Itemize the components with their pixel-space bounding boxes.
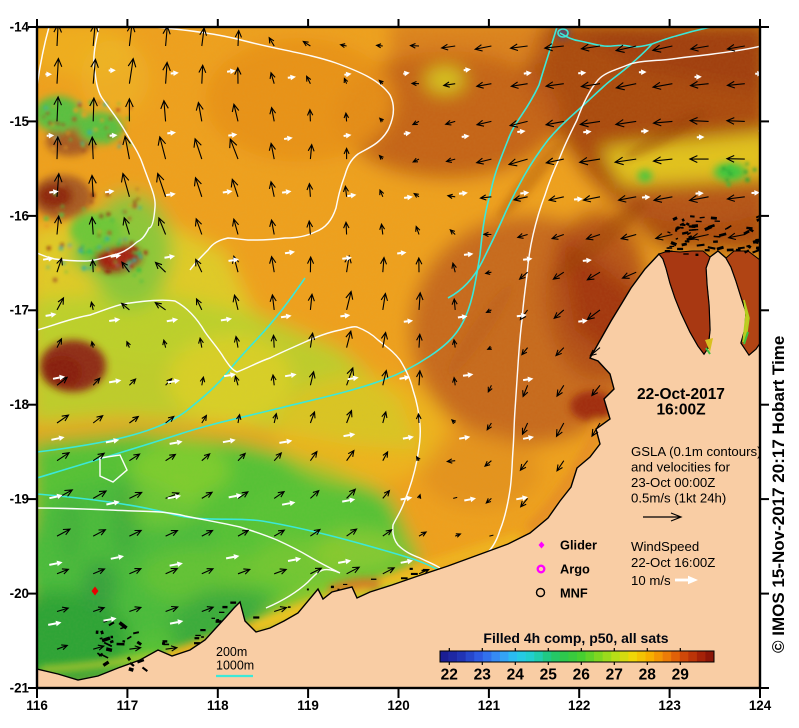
svg-text:-15: -15 bbox=[10, 114, 30, 129]
svg-text:117: 117 bbox=[117, 698, 139, 713]
svg-text:24: 24 bbox=[507, 667, 525, 684]
svg-text:118: 118 bbox=[207, 698, 229, 713]
svg-text:-19: -19 bbox=[10, 492, 29, 507]
svg-text:22: 22 bbox=[441, 667, 458, 684]
svg-text:© IMOS 15-Nov-2017 20:17 Hobar: © IMOS 15-Nov-2017 20:17 Hobart Time bbox=[769, 336, 788, 653]
svg-text:116: 116 bbox=[26, 698, 48, 713]
svg-text:28: 28 bbox=[639, 667, 657, 684]
svg-text:16:00Z: 16:00Z bbox=[656, 402, 706, 419]
svg-text:Glider: Glider bbox=[560, 538, 597, 553]
svg-text:10 m/s: 10 m/s bbox=[631, 573, 671, 588]
svg-text:120: 120 bbox=[387, 698, 409, 713]
svg-text:-14: -14 bbox=[10, 19, 30, 34]
svg-text:26: 26 bbox=[573, 667, 591, 684]
svg-text:122: 122 bbox=[568, 698, 590, 713]
svg-text:121: 121 bbox=[478, 698, 501, 713]
svg-text:1000m: 1000m bbox=[216, 659, 254, 673]
svg-text:Argo: Argo bbox=[560, 562, 590, 577]
svg-text:Filled 4h comp, p50, all sats: Filled 4h comp, p50, all sats bbox=[483, 630, 668, 646]
svg-text:22-Oct 16:00Z: 22-Oct 16:00Z bbox=[631, 555, 715, 570]
svg-text:0.5m/s (1kt 24h): 0.5m/s (1kt 24h) bbox=[631, 491, 726, 506]
svg-text:-16: -16 bbox=[10, 208, 29, 223]
svg-text:23: 23 bbox=[474, 667, 492, 684]
svg-text:-18: -18 bbox=[10, 397, 30, 412]
svg-text:and velocities for: and velocities for bbox=[631, 460, 731, 475]
svg-text:27: 27 bbox=[606, 667, 623, 684]
svg-text:119: 119 bbox=[297, 698, 319, 713]
svg-text:29: 29 bbox=[672, 667, 690, 684]
svg-text:200m: 200m bbox=[216, 645, 247, 659]
svg-text:-20: -20 bbox=[10, 586, 29, 601]
svg-text:124: 124 bbox=[749, 698, 772, 713]
svg-text:-17: -17 bbox=[10, 303, 29, 318]
svg-text:22-Oct-2017: 22-Oct-2017 bbox=[637, 386, 725, 403]
svg-text:-21: -21 bbox=[10, 680, 30, 695]
svg-text:25: 25 bbox=[540, 667, 558, 684]
svg-text:123: 123 bbox=[658, 698, 680, 713]
svg-text:GSLA (0.1m contours): GSLA (0.1m contours) bbox=[631, 444, 761, 459]
svg-text:MNF: MNF bbox=[560, 586, 588, 601]
svg-text:23-Oct 00:00Z: 23-Oct 00:00Z bbox=[631, 475, 715, 490]
svg-text:WindSpeed: WindSpeed bbox=[631, 539, 699, 554]
